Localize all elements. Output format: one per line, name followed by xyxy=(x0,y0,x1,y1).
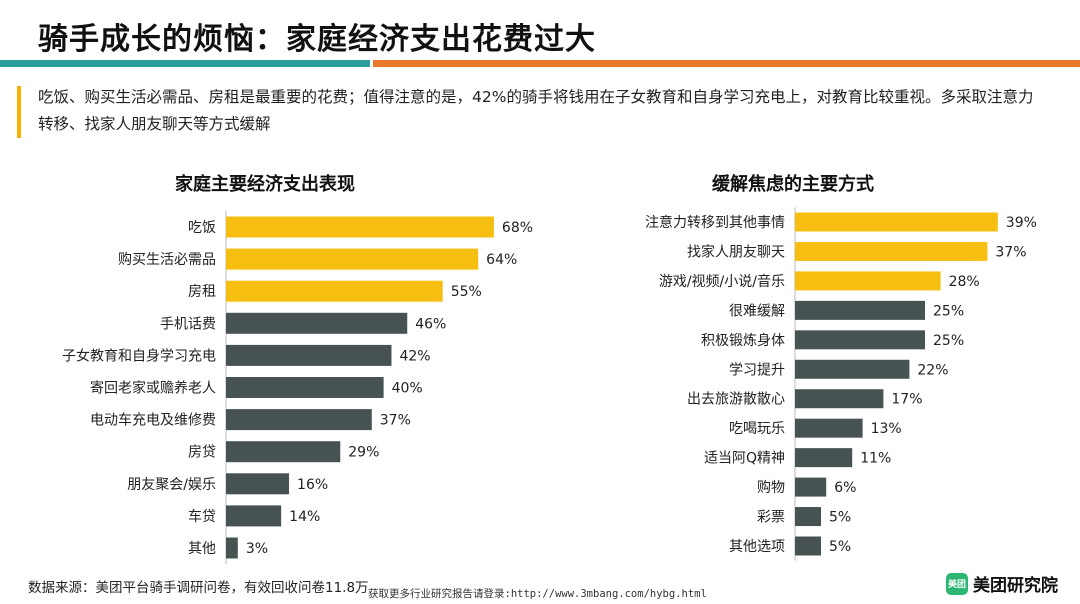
bar-2 xyxy=(795,241,988,261)
bar-8 xyxy=(226,441,341,463)
bar-12 xyxy=(795,536,821,556)
category-label: 房租 xyxy=(188,284,216,300)
category-label: 其他 xyxy=(188,541,216,557)
chart-title-anxiety-relief: 缓解焦虑的主要方式 xyxy=(712,174,874,195)
bar-10 xyxy=(226,505,282,527)
category-label: 注意力转移到其他事情 xyxy=(645,214,785,231)
category-label: 购物 xyxy=(757,480,785,496)
value-label: 46% xyxy=(415,316,446,332)
category-label: 很难缓解 xyxy=(729,303,785,319)
value-label: 14% xyxy=(289,509,320,525)
title-underline-teal xyxy=(0,60,370,67)
meituan-logo-text: 美团研究院 xyxy=(973,576,1058,596)
category-label: 其他选项 xyxy=(729,539,785,555)
bar-8 xyxy=(795,418,863,438)
value-label: 22% xyxy=(917,362,948,378)
category-label: 朋友聚会/娱乐 xyxy=(127,477,216,493)
value-label: 13% xyxy=(871,421,902,437)
value-label: 11% xyxy=(860,451,891,467)
value-label: 28% xyxy=(949,274,980,290)
value-label: 25% xyxy=(933,333,964,349)
category-label: 彩票 xyxy=(757,510,785,526)
bar-5 xyxy=(226,344,392,366)
value-label: 42% xyxy=(399,348,430,364)
category-label: 适当阿Q精神 xyxy=(704,451,785,467)
bar-1 xyxy=(226,216,494,238)
bar-2 xyxy=(226,248,479,270)
value-label: 29% xyxy=(348,445,379,461)
category-label: 子女教育和自身学习充电 xyxy=(62,347,216,364)
page-title: 骑手成长的烦恼：家庭经济支出花费过大 xyxy=(38,22,596,57)
value-label: 37% xyxy=(995,244,1026,260)
value-label: 68% xyxy=(502,220,533,236)
category-label: 吃饭 xyxy=(188,220,216,236)
category-label: 电动车充电及维修费 xyxy=(90,412,216,429)
category-label: 车贷 xyxy=(188,508,216,525)
value-label: 39% xyxy=(1006,215,1037,231)
bar-4 xyxy=(226,312,408,334)
category-label: 寄回老家或赡养老人 xyxy=(90,380,216,397)
value-label: 16% xyxy=(297,477,328,493)
category-label: 吃喝玩乐 xyxy=(729,421,785,437)
value-label: 64% xyxy=(486,252,517,268)
bar-6 xyxy=(795,359,910,379)
value-label: 17% xyxy=(891,392,922,408)
value-label: 40% xyxy=(392,381,423,397)
title-underline-orange xyxy=(373,60,1080,67)
chart-title-expenses: 家庭主要经济支出表现 xyxy=(175,174,355,195)
bar-1 xyxy=(795,212,998,232)
value-label: 5% xyxy=(829,539,851,555)
bar-3 xyxy=(226,280,443,302)
meituan-logo-icon: 美团 xyxy=(946,572,968,595)
category-label: 购买生活必需品 xyxy=(118,252,216,268)
category-label: 手机话费 xyxy=(160,316,216,332)
bar-7 xyxy=(226,409,372,431)
bar-4 xyxy=(795,300,925,320)
footer-url: 获取更多行业研究报告请登录:http://www.3mbang.com/hybg… xyxy=(368,588,707,600)
bar-9 xyxy=(226,473,290,495)
value-label: 5% xyxy=(829,510,851,526)
bar-11 xyxy=(226,537,238,559)
description-text: 吃饭、购买生活必需品、房租是最重要的花费；值得注意的是，42%的骑手将钱用在子女… xyxy=(38,88,1034,133)
value-label: 37% xyxy=(380,413,411,429)
category-label: 学习提升 xyxy=(729,362,785,378)
value-label: 25% xyxy=(933,303,964,319)
bar-7 xyxy=(795,389,884,409)
bar-9 xyxy=(795,448,853,468)
category-label: 积极锻炼身体 xyxy=(701,333,785,349)
bar-11 xyxy=(795,507,821,527)
meituan-logo: 美团 美团研究院 xyxy=(946,571,1058,596)
description-accent-mark xyxy=(17,86,21,138)
bar-6 xyxy=(226,377,384,398)
value-label: 55% xyxy=(451,284,482,300)
bar-5 xyxy=(795,330,925,350)
category-label: 出去旅游散散心 xyxy=(687,392,785,408)
data-source-note: 数据来源：美团平台骑手调研问卷，有效回收问卷11.8万 xyxy=(28,580,369,596)
value-label: 3% xyxy=(246,541,268,557)
category-label: 找家人朋友聊天 xyxy=(687,243,785,260)
category-label: 游戏/视频/小说/音乐 xyxy=(659,273,785,290)
bar-10 xyxy=(795,477,827,497)
bar-3 xyxy=(795,271,941,291)
value-label: 6% xyxy=(834,480,856,496)
category-label: 房贷 xyxy=(188,445,216,461)
